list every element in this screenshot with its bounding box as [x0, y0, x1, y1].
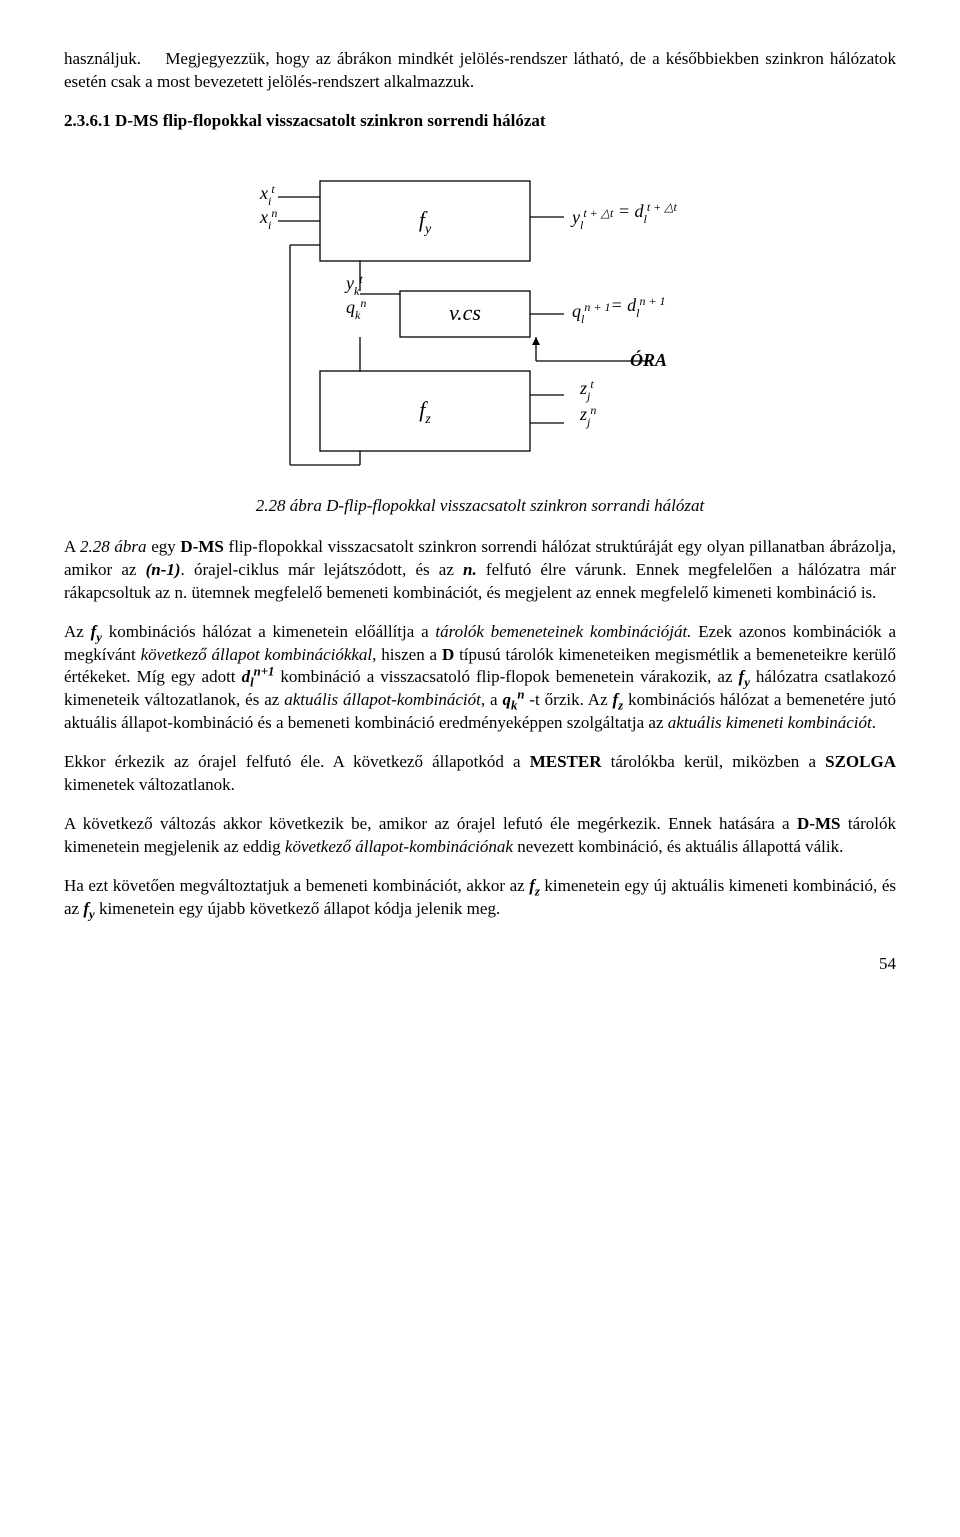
var-qk: qkn [502, 690, 524, 709]
text: egy [147, 537, 181, 556]
term-dms2: D-MS [797, 814, 840, 833]
svg-text:qln + 1= dln + 1: qln + 1= dln + 1 [572, 294, 666, 326]
svg-text:v.cs: v.cs [449, 300, 481, 325]
text: kombináció a visszacsatoló flip-flopok b… [274, 667, 738, 686]
term-mester: MESTER [530, 752, 602, 771]
text: . órajel-ciklus már lejátszódott, és az [181, 560, 464, 579]
block-diagram: fyv.csfzxitxinyktqknylt + △t = dlt + △tq… [64, 161, 896, 471]
paragraph-4: Ekkor érkezik az órajel felfutó éle. A k… [64, 751, 896, 797]
svg-text:xin: xin [259, 206, 277, 232]
var-dl: dln+1 [242, 667, 275, 686]
ref-figure: 2.28 ábra [80, 537, 147, 556]
var-fz: fz [613, 690, 624, 709]
text: A következő változás akkor következik be… [64, 814, 797, 833]
text: Az [64, 622, 91, 641]
text: A [64, 537, 80, 556]
text: tárolókba kerül, miközben a [601, 752, 825, 771]
term-aktualis-kimeneti: aktuális kimeneti kombinációt [668, 713, 872, 732]
term-szolga: SZOLGA [825, 752, 896, 771]
svg-text:zjt: zjt [579, 377, 594, 403]
paragraph-intro: használjuk. Megjegyezzük, hogy az ábráko… [64, 48, 896, 94]
text: Ekkor érkezik az órajel felfutó éle. A k… [64, 752, 530, 771]
text: kombinációs hálózat a kimenetein előállí… [102, 622, 435, 641]
svg-text:xit: xit [259, 182, 275, 208]
text: -t őrzik. Az [524, 690, 612, 709]
page-number: 54 [64, 953, 896, 976]
text: . [872, 713, 876, 732]
term-dms: D-MS [180, 537, 223, 556]
var-fy3: fy [83, 899, 94, 918]
paragraph-2: A 2.28 ábra egy D-MS flip-flopokkal viss… [64, 536, 896, 605]
text: Megjegyezzük, hogy az ábrákon mindkét je… [64, 49, 896, 91]
text: , a [481, 690, 503, 709]
section-heading: 2.3.6.1 D-MS flip-flopokkal visszacsatol… [64, 110, 896, 133]
svg-text:ÓRA: ÓRA [630, 349, 667, 370]
paragraph-6: Ha ezt követően megváltoztatjuk a bemene… [64, 875, 896, 921]
var-n: n. [463, 560, 477, 579]
svg-text:zjn: zjn [579, 403, 596, 429]
var-n1: (n-1) [146, 560, 181, 579]
term-kovetkezo2: következő állapot-kombinációnak [285, 837, 513, 856]
var-fz2: fz [529, 876, 540, 895]
text: kimenetek változatlanok. [64, 775, 235, 794]
term-d: D [442, 645, 454, 664]
text: , hiszen a [372, 645, 442, 664]
paragraph-5: A következő változás akkor következik be… [64, 813, 896, 859]
paragraph-3: Az fy kombinációs hálózat a kimenetein e… [64, 621, 896, 736]
var-fy: fy [91, 622, 102, 641]
term-kovetkezo: következő állapot kombinációkkal [141, 645, 373, 664]
text: használjuk. [64, 49, 141, 68]
term-tarolok: tárolók bemeneteinek kombinációját. [435, 622, 698, 641]
text: nevezett kombináció, és aktuális állapot… [513, 837, 843, 856]
text: Ha ezt követően megváltoztatjuk a bemene… [64, 876, 529, 895]
term-aktualis: aktuális állapot-kombinációt [284, 690, 481, 709]
figure-caption: 2.28 ábra D-flip-flopokkal visszacsatolt… [64, 495, 896, 518]
text: kimenetein egy újabb következő állapot k… [95, 899, 501, 918]
var-fy2: fy [739, 667, 750, 686]
svg-text:ylt + △t = dlt + △t: ylt + △t = dlt + △t [570, 200, 678, 232]
svg-text:qkn: qkn [346, 296, 366, 322]
